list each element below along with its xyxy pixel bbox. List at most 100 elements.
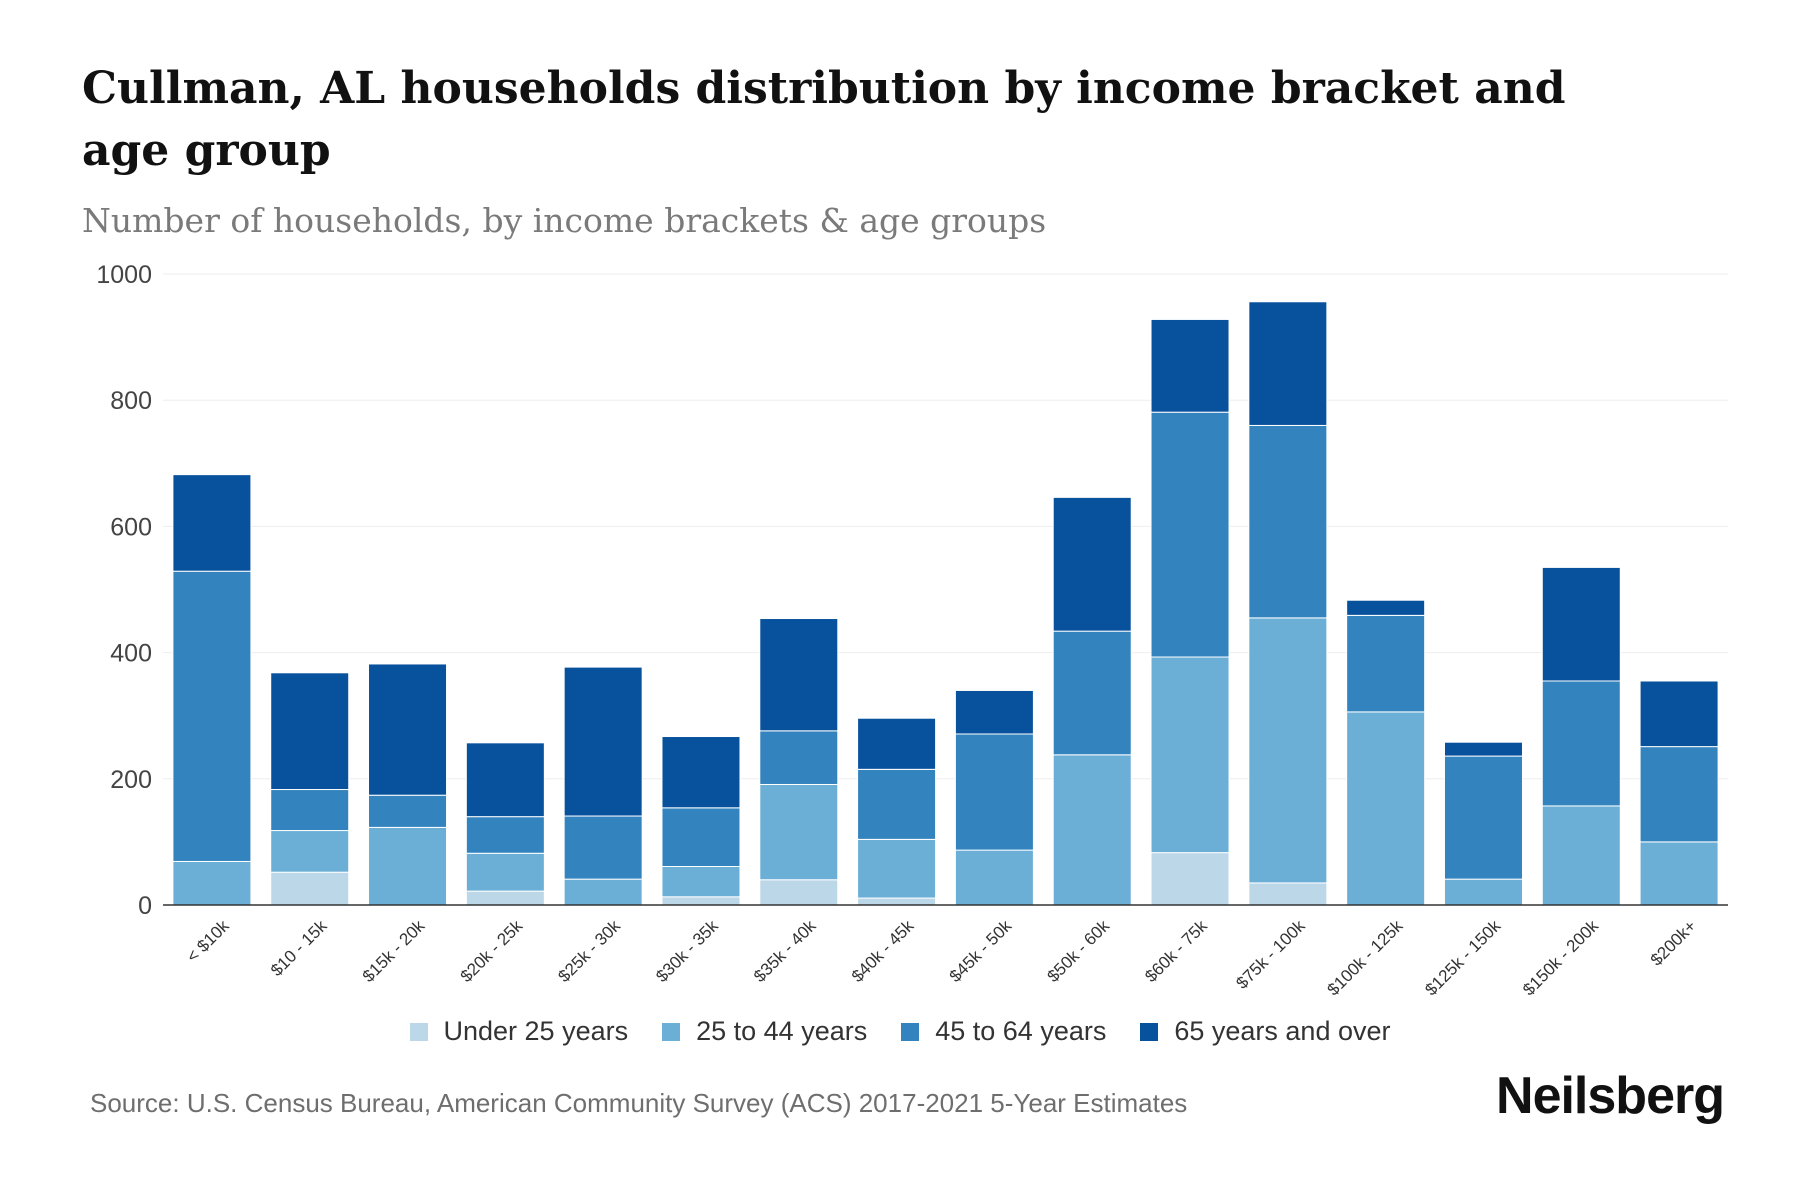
bar-segment[interactable] [270, 830, 350, 873]
bar-segment[interactable] [1150, 656, 1230, 854]
bar-stack[interactable] [368, 663, 448, 906]
bar-stack[interactable] [1150, 318, 1230, 906]
bar-stack[interactable] [465, 742, 545, 906]
x-tick-label: $35k - 40k [750, 916, 820, 986]
bar-segment[interactable] [1639, 746, 1719, 843]
bar-segment[interactable] [1150, 852, 1230, 906]
bar-segment[interactable] [465, 816, 545, 854]
bar-segment[interactable] [1443, 878, 1523, 906]
bar-segment[interactable] [759, 783, 839, 881]
legend-item-25-to-44[interactable]: 25 to 44 years [662, 1016, 867, 1047]
y-tick-label: 200 [110, 766, 152, 794]
bar-stack[interactable] [857, 717, 937, 906]
bar-segment[interactable] [1052, 496, 1132, 632]
bar-stack[interactable] [1639, 680, 1719, 906]
bar-segment[interactable] [857, 717, 937, 770]
bar-segment[interactable] [563, 666, 643, 817]
bar-stack[interactable] [661, 736, 741, 906]
bar-segment[interactable] [661, 866, 741, 898]
bar-segment[interactable] [661, 736, 741, 809]
bar-segment[interactable] [954, 849, 1034, 906]
bar-stack[interactable] [1443, 741, 1523, 906]
y-tick-label: 1000 [96, 261, 152, 289]
bar-segment[interactable] [661, 896, 741, 906]
bar-segment[interactable] [1639, 680, 1719, 748]
bar-segment[interactable] [857, 838, 937, 899]
x-tick-label: $200k+ [1647, 916, 1700, 969]
bar-segment[interactable] [1150, 318, 1230, 413]
bar-segment[interactable] [1541, 805, 1621, 906]
bar-stack[interactable] [563, 666, 643, 906]
x-tick-label: $20k - 25k [457, 916, 527, 986]
bar-segment[interactable] [857, 768, 937, 840]
bar-stack[interactable] [270, 672, 350, 906]
bar-segment[interactable] [172, 860, 252, 906]
bar-segment[interactable] [759, 730, 839, 785]
bar-stack[interactable] [1346, 599, 1426, 906]
bar-segment[interactable] [1248, 617, 1328, 884]
x-tick-label: $150k - 200k [1519, 916, 1602, 999]
bar-segment[interactable] [1248, 424, 1328, 619]
y-tick-label: 400 [110, 640, 152, 668]
bar-segment[interactable] [465, 742, 545, 818]
bar-segment[interactable] [1443, 741, 1523, 757]
legend-swatch [662, 1022, 681, 1041]
bar-segment[interactable] [172, 474, 252, 572]
bar-segment[interactable] [368, 794, 448, 828]
bar-segment[interactable] [563, 878, 643, 906]
legend-label: 65 years and over [1174, 1016, 1391, 1046]
bar-segment[interactable] [661, 807, 741, 868]
stacked-bar-chart: 0 200 400 600 800 1000 < $10k $10 - 15k $15k - … [96, 261, 1728, 999]
bar-segment[interactable] [270, 789, 350, 832]
bar-segment[interactable] [368, 663, 448, 796]
y-tick-label: 0 [138, 892, 152, 920]
bar-segment[interactable] [759, 618, 839, 732]
bar-stack[interactable] [1541, 566, 1621, 906]
bar-segment[interactable] [563, 815, 643, 880]
bar-segment[interactable] [1346, 599, 1426, 616]
bar-segment[interactable] [1052, 754, 1132, 906]
bar-segment[interactable] [1346, 711, 1426, 906]
x-tick-label: $100k - 125k [1324, 916, 1407, 999]
source-note: Source: U.S. Census Bureau, American Com… [90, 1088, 1188, 1118]
x-tick-label: $75k - 100k [1232, 916, 1309, 993]
legend-item-under-25[interactable]: Under 25 years [409, 1016, 628, 1047]
bar-segment[interactable] [1248, 882, 1328, 906]
bar-segment[interactable] [368, 826, 448, 906]
bar-segment[interactable] [759, 879, 839, 906]
x-tick-label: $125k - 150k [1421, 916, 1504, 999]
legend: Under 25 years 25 to 44 years 45 to 64 y… [0, 1016, 1800, 1047]
x-tick-label: $60k - 75k [1141, 916, 1211, 986]
bar-segment[interactable] [1052, 630, 1132, 756]
bar-segment[interactable] [1639, 841, 1719, 906]
x-tick-label: $30k - 35k [652, 916, 722, 986]
bar-stack[interactable] [172, 474, 252, 906]
legend-item-45-to-64[interactable]: 45 to 64 years [901, 1016, 1106, 1047]
bar-stack[interactable] [759, 618, 839, 906]
bar-segment[interactable] [1346, 614, 1426, 713]
y-tick-label: 600 [110, 513, 152, 541]
bar-segment[interactable] [1248, 301, 1328, 426]
bar-segment[interactable] [270, 672, 350, 791]
legend-label: 45 to 64 years [935, 1016, 1107, 1046]
bars [172, 301, 1719, 906]
bar-stack[interactable] [1248, 301, 1328, 906]
x-tick-label: $25k - 30k [554, 916, 624, 986]
bar-segment[interactable] [1443, 755, 1523, 880]
bar-segment[interactable] [465, 852, 545, 892]
y-tick-label: 800 [110, 387, 152, 415]
bar-segment[interactable] [1541, 680, 1621, 807]
bar-stack[interactable] [954, 689, 1034, 906]
bar-segment[interactable] [172, 570, 252, 862]
legend-label: 25 to 44 years [696, 1016, 868, 1046]
bar-segment[interactable] [954, 689, 1034, 735]
x-tick-label: $50k - 60k [1043, 916, 1113, 986]
bar-segment[interactable] [857, 897, 937, 906]
legend-item-65-and-over[interactable]: 65 years and over [1140, 1016, 1391, 1047]
bar-segment[interactable] [1150, 411, 1230, 658]
bar-stack[interactable] [1052, 496, 1132, 906]
bar-segment[interactable] [270, 871, 350, 906]
bar-segment[interactable] [1541, 566, 1621, 682]
bar-segment[interactable] [465, 890, 545, 906]
bar-segment[interactable] [954, 733, 1034, 851]
